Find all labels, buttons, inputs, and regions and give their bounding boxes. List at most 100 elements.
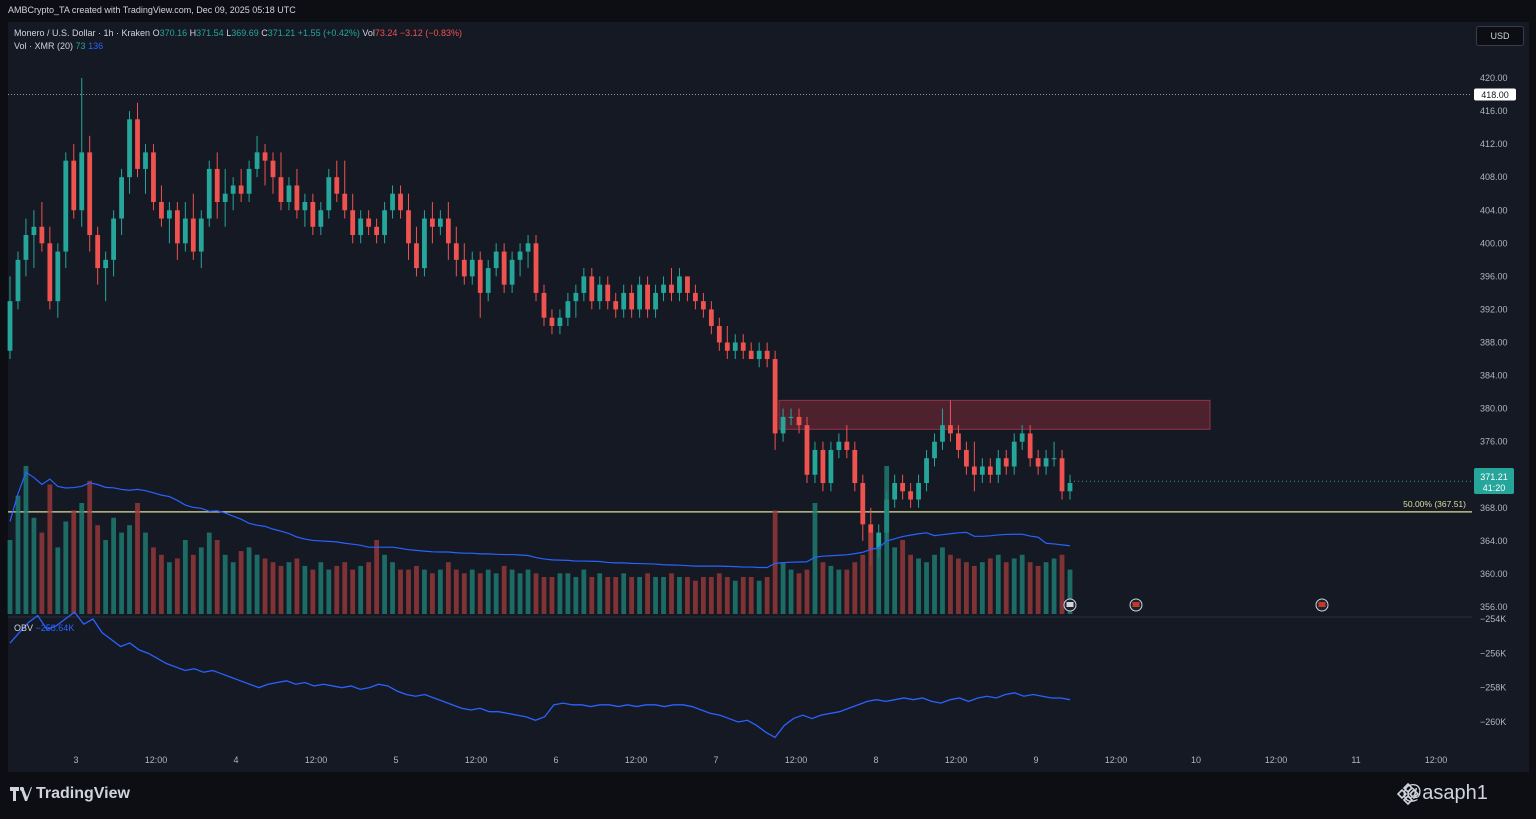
obv-value: −258.64K bbox=[35, 623, 75, 633]
volume-bar bbox=[565, 573, 571, 614]
volume-bar bbox=[47, 484, 53, 614]
candle-body bbox=[214, 168, 220, 202]
candle-body bbox=[270, 160, 276, 178]
volume-bar bbox=[724, 577, 730, 614]
volume-bar bbox=[254, 554, 260, 614]
volume-bar bbox=[310, 569, 316, 614]
volume-bar bbox=[916, 558, 921, 614]
obv-tick-label: −260K bbox=[1480, 717, 1506, 727]
candle-body bbox=[549, 317, 555, 326]
volume-bar bbox=[262, 558, 268, 614]
candle-body bbox=[700, 301, 706, 310]
candle-body bbox=[541, 292, 547, 318]
candle-body bbox=[358, 218, 364, 236]
volume-ma-line bbox=[9, 471, 1071, 569]
obv-label[interactable]: OBV bbox=[14, 623, 34, 633]
candle-body bbox=[31, 226, 37, 236]
volume-bar bbox=[772, 510, 778, 614]
volume-bar bbox=[71, 510, 77, 614]
volume-bar bbox=[908, 554, 913, 614]
candle-body bbox=[653, 292, 658, 310]
candle-body bbox=[860, 483, 866, 525]
obv-tick-label: −256K bbox=[1480, 648, 1506, 658]
volume-bar bbox=[995, 554, 1001, 614]
candle-body bbox=[708, 309, 714, 326]
vol-indicator-label[interactable]: Vol · XMR (20) bbox=[14, 41, 74, 51]
candle-body bbox=[15, 259, 21, 302]
candle-body bbox=[430, 218, 435, 227]
volume-bar bbox=[366, 562, 372, 614]
volume-bar bbox=[119, 532, 124, 614]
candle-body bbox=[414, 243, 419, 269]
candle-body bbox=[788, 416, 794, 418]
candle-body bbox=[310, 201, 316, 227]
low-value: 369.69 bbox=[231, 28, 259, 38]
volume-bar bbox=[374, 540, 380, 614]
volume-bar bbox=[1067, 569, 1073, 614]
volume-bar bbox=[127, 525, 132, 614]
volume-bar bbox=[533, 573, 539, 614]
price-tick-label: 368.00 bbox=[1480, 503, 1508, 513]
volume-bar bbox=[1051, 558, 1057, 614]
candle-body bbox=[557, 317, 563, 326]
time-tick-label: 9 bbox=[1033, 755, 1038, 765]
volume-bar bbox=[677, 577, 682, 614]
volume-bar bbox=[501, 565, 507, 614]
candle-body bbox=[294, 185, 300, 211]
tradingview-logo[interactable]: TradingView bbox=[10, 785, 130, 803]
candle-body bbox=[876, 532, 882, 550]
volume-bar bbox=[708, 577, 714, 614]
volume-bar bbox=[294, 558, 300, 614]
symbol-label[interactable]: Monero / U.S. Dollar · 1h · Kraken bbox=[14, 28, 151, 38]
candle-body bbox=[342, 193, 348, 211]
price-tick-label: 392.00 bbox=[1480, 304, 1508, 314]
candle-body bbox=[222, 193, 228, 202]
price-tick-label: 400.00 bbox=[1480, 238, 1508, 248]
volume-bar bbox=[836, 569, 842, 614]
volume-bar bbox=[732, 580, 738, 614]
time-tick-label: 12:00 bbox=[785, 755, 808, 765]
volume-bar bbox=[453, 569, 459, 614]
volume-bar bbox=[382, 554, 387, 614]
volume-bar bbox=[860, 554, 866, 614]
volume-bar bbox=[645, 573, 650, 614]
volume-bar bbox=[270, 562, 276, 614]
volume-bar bbox=[461, 573, 467, 614]
candle-body bbox=[533, 243, 539, 293]
currency-button[interactable]: USD bbox=[1476, 26, 1524, 46]
volume-bar bbox=[151, 547, 156, 614]
candle-body bbox=[55, 251, 61, 302]
candle-body bbox=[477, 259, 483, 293]
candle-body bbox=[87, 152, 93, 236]
price-tick-label: 356.00 bbox=[1480, 602, 1508, 612]
footer bbox=[0, 772, 1536, 819]
volume-bar bbox=[286, 562, 292, 614]
volume-bar bbox=[541, 577, 547, 614]
time-tick-label: 4 bbox=[233, 755, 238, 765]
volume-bar bbox=[358, 565, 364, 614]
volume-bar bbox=[182, 540, 188, 614]
volume-bar bbox=[238, 551, 244, 614]
candle-body bbox=[645, 284, 650, 310]
price-axis-bg bbox=[1472, 22, 1529, 772]
candle-body bbox=[836, 441, 842, 450]
volume-bar bbox=[748, 577, 754, 614]
volume-bar bbox=[23, 466, 29, 614]
resistance-zone bbox=[778, 399, 1211, 430]
candle-body bbox=[390, 193, 395, 211]
candle-body bbox=[605, 284, 611, 302]
obv-legend: OBV −258.64K bbox=[14, 623, 74, 633]
volume-bar bbox=[390, 562, 395, 614]
candle-body bbox=[143, 152, 148, 169]
volume-bar bbox=[932, 554, 937, 614]
candle-body bbox=[501, 251, 507, 285]
high-label: H bbox=[189, 28, 197, 38]
volume-bar bbox=[876, 547, 882, 614]
candle-body bbox=[366, 218, 372, 227]
candle-body bbox=[732, 342, 738, 351]
candle-body bbox=[852, 449, 858, 484]
candle-body bbox=[971, 466, 977, 475]
volume-bar bbox=[174, 558, 180, 614]
volume-bar bbox=[1043, 562, 1049, 614]
